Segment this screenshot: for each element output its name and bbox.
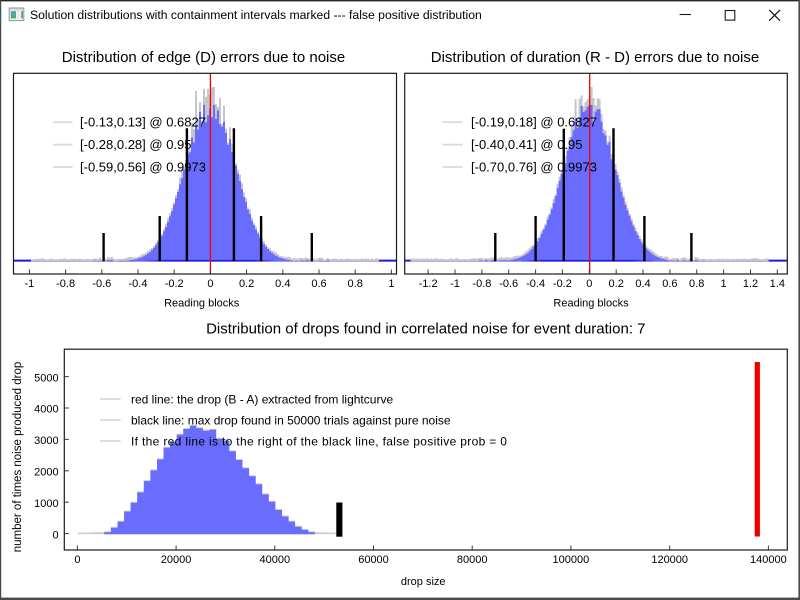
svg-text:drop size: drop size bbox=[401, 576, 446, 588]
svg-text:140000: 140000 bbox=[750, 554, 787, 566]
svg-text:0: 0 bbox=[52, 529, 58, 541]
svg-text:-1: -1 bbox=[25, 278, 35, 290]
svg-text:Solution distributions with co: Solution distributions with containment … bbox=[30, 8, 482, 22]
svg-text:[-0.70,0.76] @ 0.9973: [-0.70,0.76] @ 0.9973 bbox=[471, 159, 597, 174]
svg-text:-0.6: -0.6 bbox=[92, 278, 111, 290]
svg-text:100000: 100000 bbox=[553, 554, 590, 566]
svg-text:number of times noise produced: number of times noise produced drop bbox=[12, 362, 24, 553]
svg-text:Reading blocks: Reading blocks bbox=[164, 298, 240, 310]
svg-text:1.4: 1.4 bbox=[770, 278, 785, 290]
svg-text:If the red line is to the righ: If the red line is to the right of the b… bbox=[131, 434, 507, 448]
svg-text:1000: 1000 bbox=[34, 498, 58, 510]
svg-text:0.6: 0.6 bbox=[662, 278, 677, 290]
svg-text:2000: 2000 bbox=[34, 467, 58, 479]
svg-text:[-0.59,0.56] @ 0.9973: [-0.59,0.56] @ 0.9973 bbox=[80, 159, 206, 174]
svg-text:0.8: 0.8 bbox=[348, 278, 363, 290]
svg-text:0.2: 0.2 bbox=[239, 278, 254, 290]
svg-text:[-0.19,0.18] @ 0.6827: [-0.19,0.18] @ 0.6827 bbox=[471, 115, 597, 130]
svg-text:red line: the drop (B - A) ext: red line: the drop (B - A) extracted fro… bbox=[131, 392, 393, 406]
svg-text:0.2: 0.2 bbox=[609, 278, 624, 290]
svg-text:Reading blocks: Reading blocks bbox=[553, 298, 629, 310]
svg-text:120000: 120000 bbox=[651, 554, 688, 566]
svg-text:-1.2: -1.2 bbox=[419, 278, 438, 290]
svg-text:40000: 40000 bbox=[260, 554, 291, 566]
svg-text:-0.8: -0.8 bbox=[472, 278, 491, 290]
svg-text:1: 1 bbox=[388, 278, 394, 290]
svg-text:0.6: 0.6 bbox=[311, 278, 326, 290]
svg-text:1.2: 1.2 bbox=[743, 278, 758, 290]
svg-text:0.4: 0.4 bbox=[275, 278, 290, 290]
svg-text:1: 1 bbox=[721, 278, 727, 290]
svg-text:Distribution of duration (R -: Distribution of duration (R - D) errors … bbox=[431, 49, 759, 66]
svg-text:-0.2: -0.2 bbox=[165, 278, 184, 290]
svg-text:0: 0 bbox=[586, 278, 592, 290]
svg-text:20000: 20000 bbox=[161, 554, 192, 566]
svg-text:-0.4: -0.4 bbox=[526, 278, 545, 290]
svg-text:black line: max drop found in: black line: max drop found in 50000 tria… bbox=[131, 413, 451, 427]
svg-text:Distribution of drops found in: Distribution of drops found in correlate… bbox=[206, 321, 645, 338]
svg-text:-0.8: -0.8 bbox=[56, 278, 75, 290]
svg-text:Distribution of edge (D) error: Distribution of edge (D) errors due to n… bbox=[62, 49, 345, 66]
svg-text:[-0.13,0.13] @ 0.6827: [-0.13,0.13] @ 0.6827 bbox=[80, 115, 206, 130]
svg-text:0.4: 0.4 bbox=[635, 278, 650, 290]
svg-text:4000: 4000 bbox=[34, 404, 58, 416]
svg-text:[-0.28,0.28] @ 0.95: [-0.28,0.28] @ 0.95 bbox=[80, 137, 192, 152]
svg-text:-0.4: -0.4 bbox=[129, 278, 148, 290]
svg-text:0.8: 0.8 bbox=[689, 278, 704, 290]
svg-text:3000: 3000 bbox=[34, 435, 58, 447]
svg-text:0: 0 bbox=[74, 554, 80, 566]
svg-text:80000: 80000 bbox=[457, 554, 488, 566]
svg-text:[-0.40,0.41] @ 0.95: [-0.40,0.41] @ 0.95 bbox=[471, 137, 583, 152]
svg-text:5000: 5000 bbox=[34, 372, 58, 384]
svg-text:-0.6: -0.6 bbox=[499, 278, 518, 290]
svg-text:-0.2: -0.2 bbox=[553, 278, 572, 290]
svg-text:-1: -1 bbox=[450, 278, 460, 290]
svg-text:0: 0 bbox=[207, 278, 213, 290]
svg-text:60000: 60000 bbox=[358, 554, 389, 566]
